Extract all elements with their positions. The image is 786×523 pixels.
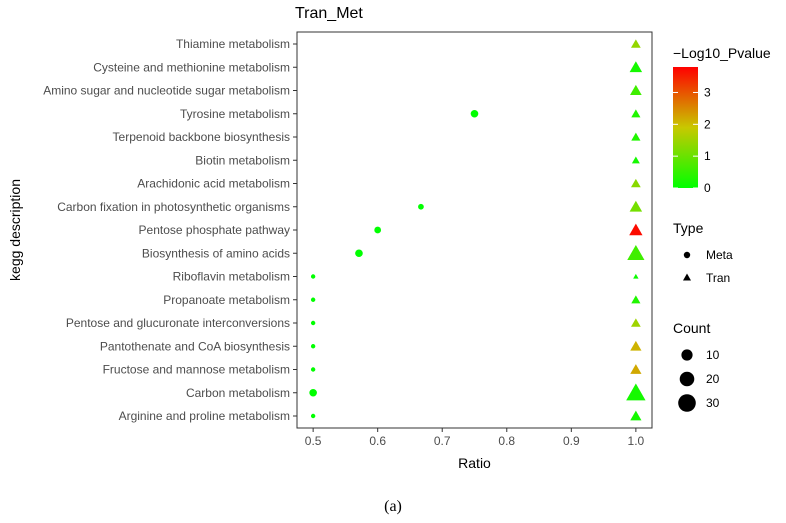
legend-size-10-icon [681, 349, 693, 361]
tran-point-riboflavin-metabolism [633, 273, 639, 279]
size-legend-title: Count [673, 320, 710, 336]
color-legend-tick-label: 0 [704, 181, 711, 195]
y-tick-label: Thiamine metabolism [176, 37, 290, 51]
tran-point-carbon-fixation-in-photosynthetic-organisms [629, 200, 643, 212]
tran-point-biotin-metabolism [631, 156, 640, 164]
meta-point-biosynthesis-of-amino-acids [355, 249, 363, 258]
legend-size-20-icon [679, 371, 695, 387]
meta-point-pentose-and-glucuronate-interconversions [310, 320, 316, 326]
tran-point-biosynthesis-of-amino-acids [627, 245, 645, 260]
y-tick-label: Tyrosine metabolism [180, 107, 290, 121]
color-legend-title: −Log10_Pvalue [673, 45, 771, 61]
tran-point-pentose-and-glucuronate-interconversions [630, 318, 641, 327]
y-tick-label: Pentose and glucuronate interconversions [66, 316, 290, 330]
x-tick-label: 1.0 [628, 434, 645, 448]
tran-point-cysteine-and-methionine-metabolism [629, 61, 643, 73]
tran-point-arachidonic-acid-metabolism [630, 178, 641, 188]
x-axis-title: Ratio [458, 455, 491, 471]
legend-tran-label: Tran [706, 271, 730, 285]
color-legend-ticks: 0 1 2 3 [673, 85, 711, 195]
x-tick-label: 0.7 [434, 434, 451, 448]
y-tick-label: Pentose phosphate pathway [139, 223, 290, 237]
x-axis: 0.5 0.6 0.7 0.8 0.9 1.0 [305, 428, 645, 448]
chart-title: Tran_Met [295, 5, 363, 22]
y-tick-label: Carbon metabolism [186, 386, 290, 400]
shape-legend-title: Type [673, 220, 704, 236]
tran-point-thiamine-metabolism [630, 39, 641, 48]
y-tick-label: Terpenoid backbone biosynthesis [113, 130, 290, 144]
meta-point-carbon-fixation-in-photosynthetic-organisms [418, 203, 424, 210]
x-tick-label: 0.9 [563, 434, 580, 448]
y-axis-title: kegg description [7, 179, 23, 281]
figure-caption: (a) [384, 498, 402, 515]
y-tick-label: Arachidonic acid metabolism [137, 177, 290, 191]
tran-point-fructose-and-mannose-metabolism [630, 364, 642, 374]
tran-point-arginine-and-proline-metabolism [630, 410, 642, 421]
legend-meta-circle-icon [683, 251, 691, 259]
y-tick-label: Biosynthesis of amino acids [142, 246, 290, 260]
color-legend-bar [673, 67, 698, 188]
tran-point-amino-sugar-and-nucleotide-sugar-metabolism [630, 84, 642, 96]
legend-size-30-icon [678, 394, 696, 412]
y-tick-label: Riboflavin metabolism [173, 270, 290, 284]
tran-point-pantothenate-and-coa-biosynthesis [630, 340, 642, 351]
y-tick-label: Carbon fixation in photosynthetic organi… [57, 200, 290, 214]
meta-point-arginine-and-proline-metabolism [310, 413, 316, 419]
meta-point-fructose-and-mannose-metabolism [310, 367, 316, 372]
legend-tran-triangle-icon [683, 273, 691, 281]
color-legend-tick-label: 3 [704, 85, 711, 99]
legend-meta-label: Meta [706, 248, 733, 262]
meta-point-riboflavin-metabolism [310, 274, 316, 279]
meta-point-pentose-phosphate-pathway [374, 226, 382, 234]
legend-size-20-label: 20 [706, 372, 720, 386]
x-tick-label: 0.6 [369, 434, 386, 448]
tran-point-tyrosine-metabolism [631, 109, 641, 118]
data-marks [309, 39, 646, 421]
color-legend-tick-label: 2 [704, 117, 711, 131]
y-tick-label: Amino sugar and nucleotide sugar metabol… [43, 84, 290, 98]
y-tick-label: Biotin metabolism [195, 153, 290, 167]
tran-point-pentose-phosphate-pathway [629, 223, 643, 236]
meta-point-pantothenate-and-coa-biosynthesis [310, 344, 316, 349]
y-tick-label: Cysteine and methionine metabolism [93, 60, 290, 74]
tran-point-terpenoid-backbone-biosynthesis [631, 132, 641, 141]
y-axis: Thiamine metabolism Cysteine and methioni… [43, 37, 297, 423]
y-tick-label: Arginine and proline metabolism [119, 409, 290, 423]
legend-size-30-label: 30 [706, 396, 720, 410]
legend-size-10-label: 10 [706, 348, 720, 362]
plot-panel [296, 31, 653, 429]
meta-point-propanoate-metabolism [310, 297, 316, 302]
color-legend-tick-label: 1 [704, 149, 711, 163]
meta-point-carbon-metabolism [309, 388, 317, 397]
y-tick-label: Fructose and mannose metabolism [103, 363, 290, 377]
y-tick-label: Propanoate metabolism [163, 293, 290, 307]
meta-point-tyrosine-metabolism [470, 109, 479, 118]
x-tick-label: 0.8 [498, 434, 515, 448]
tran-point-propanoate-metabolism [631, 295, 641, 304]
x-tick-label: 0.5 [305, 434, 322, 448]
tran-point-carbon-metabolism [626, 383, 646, 401]
y-tick-label: Pantothenate and CoA biosynthesis [100, 339, 290, 353]
